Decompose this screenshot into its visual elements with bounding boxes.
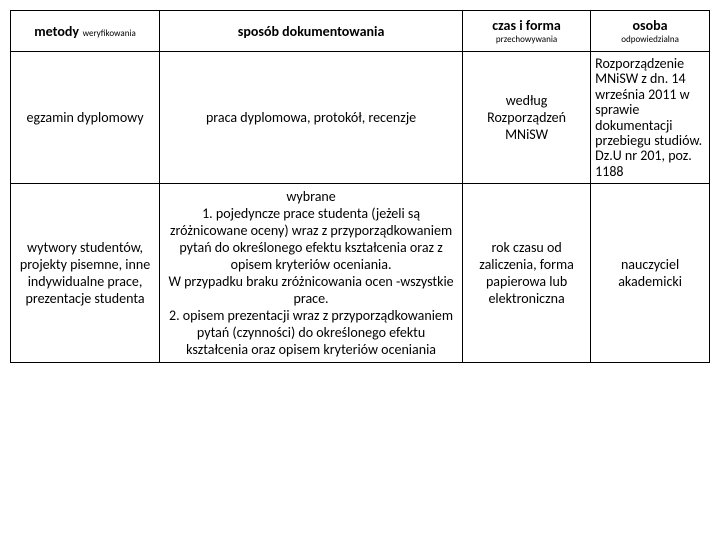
cell-method-1: egzamin dyplomowy — [11, 52, 160, 184]
table-row: wytwory studentów, projekty pisemne, inn… — [11, 184, 710, 363]
header-methods: metody weryfikowania — [11, 11, 160, 52]
cell-time-1: według Rozporządzeń MNiSW — [463, 52, 591, 184]
cell-doc-1: praca dyplomowa, protokół, recenzje — [160, 52, 463, 184]
header-documentation-bold: sposób dokumentowania — [238, 23, 385, 40]
header-documentation: sposób dokumentowania — [160, 11, 463, 52]
header-time-small: przechowywania — [467, 34, 586, 45]
header-methods-small: weryfikowania — [83, 28, 136, 39]
header-time-form: czas i forma przechowywania — [463, 11, 591, 52]
table-row: egzamin dyplomowy praca dyplomowa, proto… — [11, 52, 710, 184]
table-header-row: metody weryfikowania sposób dokumentowan… — [11, 11, 710, 52]
documentation-table: metody weryfikowania sposób dokumentowan… — [10, 10, 710, 363]
header-methods-bold: metody — [34, 23, 79, 40]
header-person: osoba odpowiedzialna — [591, 11, 710, 52]
cell-person-1: Rozporządzenie MNiSW z dn. 14 września 2… — [591, 52, 710, 184]
header-person-small: odpowiedzialna — [595, 34, 705, 45]
header-time-bold: czas i forma — [467, 17, 586, 34]
header-person-bold: osoba — [595, 17, 705, 34]
cell-person-2: nauczyciel akademicki — [591, 184, 710, 363]
cell-time-2: rok czasu od zaliczenia, forma papierowa… — [463, 184, 591, 363]
cell-method-2: wytwory studentów, projekty pisemne, inn… — [11, 184, 160, 363]
cell-doc-2: wybrane 1. pojedyncze prace studenta (je… — [160, 184, 463, 363]
